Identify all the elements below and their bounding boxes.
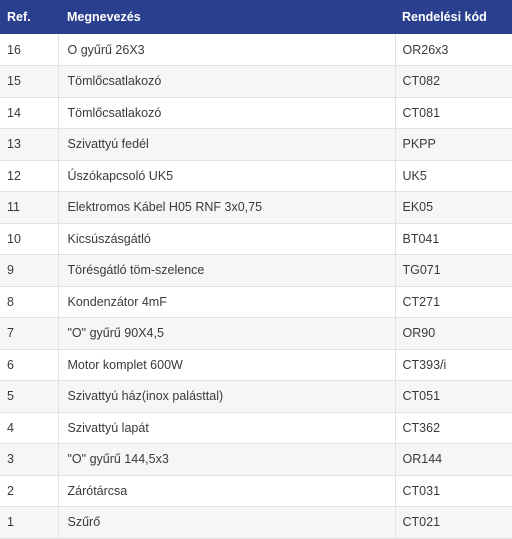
header-row: Ref. Megnevezés Rendelési kód (0, 0, 512, 34)
row-name: Úszókapcsoló UK5 (58, 160, 396, 192)
row-code: CT021 (395, 506, 512, 539)
row-ref: 7 (0, 317, 59, 350)
header-name: Megnevezés (67, 10, 141, 24)
row-code: OR26x3 (395, 34, 512, 66)
row-ref: 10 (0, 223, 59, 255)
row-ref: 2 (0, 475, 59, 507)
row-ref: 9 (0, 254, 59, 287)
table-row: 14 Tömlőcsatlakozó CT081 (0, 97, 512, 129)
row-name: "O" gyűrű 90X4,5 (58, 317, 396, 350)
row-ref: 1 (0, 506, 59, 539)
table-body: 16 O gyűrű 26X3 OR26x3 15 Tömlőcsatlakoz… (0, 34, 512, 539)
row-name: Kicsúszásgátló (58, 223, 396, 255)
table-row: 5 Szivattyú ház(inox palásttal) CT051 (0, 380, 512, 413)
table-row: 7 "O" gyűrű 90X4,5 OR90 (0, 317, 512, 350)
row-ref: 14 (0, 97, 59, 129)
row-name: Szivattyú fedél (58, 128, 396, 161)
table-row: 15 Tömlőcsatlakozó CT082 (0, 65, 512, 98)
table-row: 6 Motor komplet 600W CT393/i (0, 349, 512, 381)
row-code: BT041 (395, 223, 512, 255)
row-code: CT393/i (395, 349, 512, 381)
row-code: TG071 (395, 254, 512, 287)
row-name: Elektromos Kábel H05 RNF 3x0,75 (58, 191, 396, 224)
row-code: CT082 (395, 65, 512, 98)
row-name: Motor komplet 600W (58, 349, 396, 381)
header-ref: Ref. (7, 10, 31, 24)
row-code: CT271 (395, 286, 512, 318)
table-row: 9 Törésgátló töm-szelence TG071 (0, 254, 512, 287)
row-ref: 11 (0, 191, 59, 224)
row-ref: 15 (0, 65, 59, 98)
table-row: 1 Szűrő CT021 (0, 506, 512, 539)
row-ref: 8 (0, 286, 59, 318)
row-ref: 12 (0, 160, 59, 192)
row-code: OR144 (395, 443, 512, 476)
row-ref: 4 (0, 412, 59, 444)
row-name: "O" gyűrű 144,5x3 (58, 443, 396, 476)
table-row: 8 Kondenzátor 4mF CT271 (0, 286, 512, 318)
row-name: Zárótárcsa (58, 475, 396, 507)
row-name: Szűrő (58, 506, 396, 539)
row-code: CT362 (395, 412, 512, 444)
row-ref: 13 (0, 128, 59, 161)
table-row: 10 Kicsúszásgátló BT041 (0, 223, 512, 255)
row-code: CT081 (395, 97, 512, 129)
row-name: Szivattyú ház(inox palásttal) (58, 380, 396, 413)
row-name: O gyűrű 26X3 (58, 34, 396, 66)
table-row: 3 "O" gyűrű 144,5x3 OR144 (0, 443, 512, 476)
row-code: UK5 (395, 160, 512, 192)
row-code: OR90 (395, 317, 512, 350)
table-row: 16 O gyűrű 26X3 OR26x3 (0, 34, 512, 66)
row-code: EK05 (395, 191, 512, 224)
row-name: Törésgátló töm-szelence (58, 254, 396, 287)
table-row: 11 Elektromos Kábel H05 RNF 3x0,75 EK05 (0, 191, 512, 224)
table-row: 4 Szivattyú lapát CT362 (0, 412, 512, 444)
row-name: Tömlőcsatlakozó (58, 97, 396, 129)
table-row: 12 Úszókapcsoló UK5 UK5 (0, 160, 512, 192)
row-name: Kondenzátor 4mF (58, 286, 396, 318)
row-name: Szivattyú lapát (58, 412, 396, 444)
table-row: 2 Zárótárcsa CT031 (0, 475, 512, 507)
row-ref: 16 (0, 34, 59, 66)
row-ref: 5 (0, 380, 59, 413)
row-ref: 6 (0, 349, 59, 381)
table-header: Ref. Megnevezés Rendelési kód (0, 0, 512, 34)
row-code: CT031 (395, 475, 512, 507)
header-code: Rendelési kód (402, 10, 487, 24)
table-row: 13 Szivattyú fedél PKPP (0, 128, 512, 161)
row-name: Tömlőcsatlakozó (58, 65, 396, 98)
row-code: PKPP (395, 128, 512, 161)
row-ref: 3 (0, 443, 59, 476)
row-code: CT051 (395, 380, 512, 413)
